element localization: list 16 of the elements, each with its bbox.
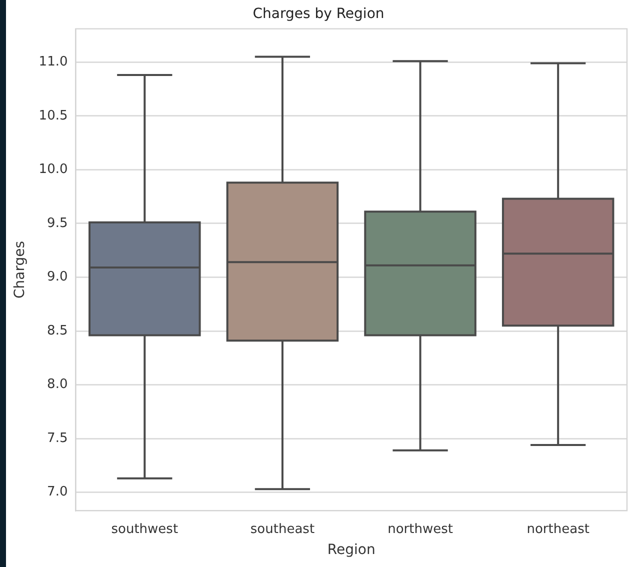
y-tick-label: 7.0 [47, 484, 68, 500]
y-axis-title: Charges [12, 240, 28, 298]
y-tick-label: 7.5 [47, 430, 68, 446]
y-tick-label: 8.5 [47, 323, 68, 338]
y-tick-label: 10.0 [38, 162, 68, 178]
x-tick-label: northwest [388, 522, 453, 537]
y-tick-label: 10.5 [38, 108, 68, 124]
x-tick-label: southwest [111, 522, 178, 537]
x-tick-label: southeast [250, 522, 315, 537]
y-tick-label: 9.5 [47, 216, 68, 231]
y-tick-label: 11.0 [38, 54, 68, 70]
y-tick-label: 9.0 [47, 270, 68, 285]
x-tick-label: northeast [526, 522, 590, 537]
y-tick-label: 8.0 [47, 377, 68, 392]
chart-title: Charges by Region [252, 6, 384, 22]
x-axis-title: Region [327, 542, 376, 558]
